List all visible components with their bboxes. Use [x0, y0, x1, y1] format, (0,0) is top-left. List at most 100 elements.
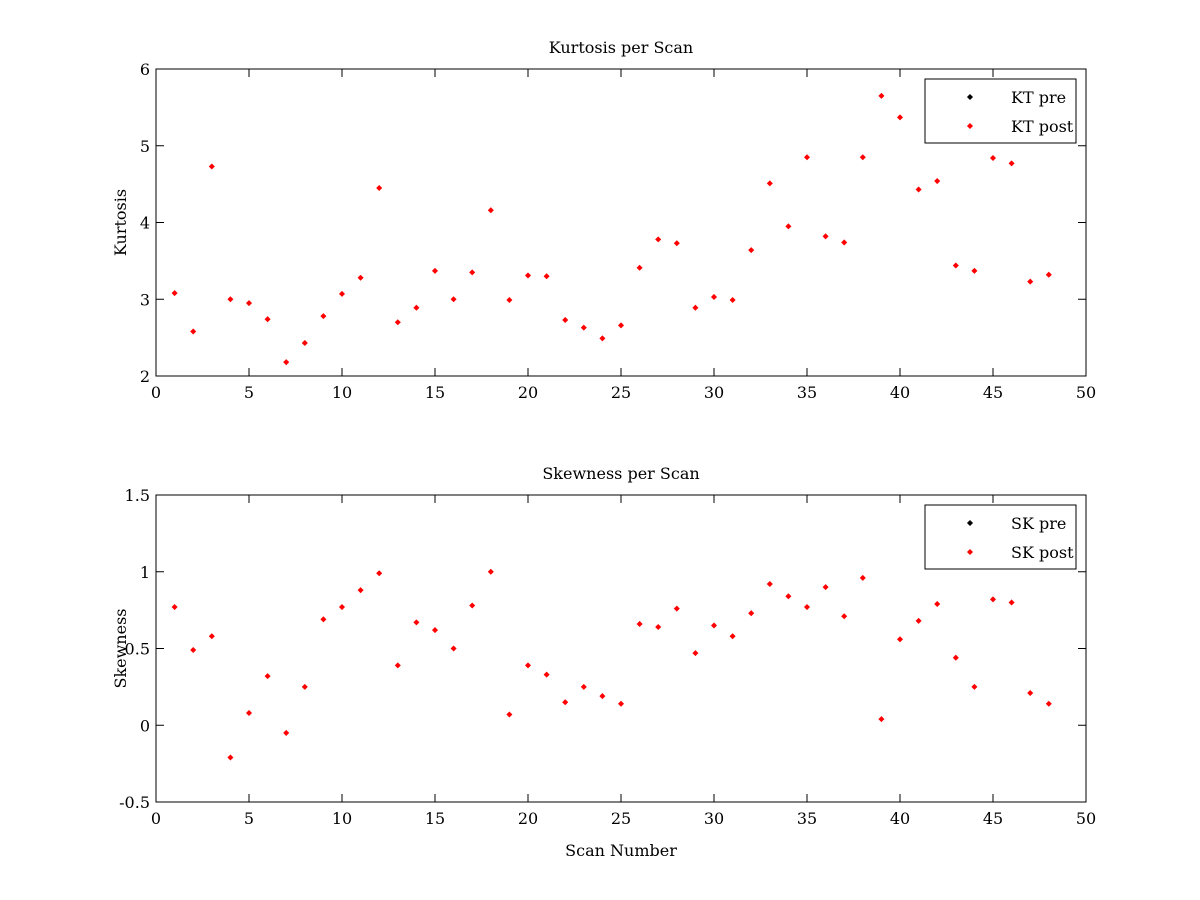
chart-2-data-point: [208, 633, 215, 640]
chart-2-x-tick-label: 0: [151, 809, 161, 828]
chart-2-y-tick-label: 0: [140, 716, 150, 735]
chart-1-x-tick-label: 35: [797, 383, 817, 402]
chart-2-data-point: [636, 620, 643, 627]
chart-1-data-point: [487, 207, 494, 214]
chart-1-data-point: [357, 274, 364, 281]
chart-2-data-point: [171, 604, 178, 611]
chart-1-x-tick-label: 50: [1076, 383, 1096, 402]
chart-2-data-point: [878, 716, 885, 723]
chart-1-data-point: [934, 178, 941, 185]
chart-2-data-point: [673, 605, 680, 612]
chart-1-data-point: [431, 267, 439, 274]
chart-1-legend-label: KT pre: [1011, 88, 1066, 107]
chart-1-data-point: [878, 92, 885, 99]
chart-1-data-point: [376, 184, 383, 191]
chart-1-data-point: [1045, 271, 1052, 278]
chart-1-x-tick-label: 15: [425, 383, 445, 402]
chart-1-data-point: [524, 272, 532, 279]
chart-1-x-tick-label: 40: [890, 383, 910, 402]
chart-1-x-tick-label: 25: [611, 383, 631, 402]
chart-2-x-tick-label: 10: [332, 809, 352, 828]
chart-2-x-tick-label: 40: [890, 809, 910, 828]
chart-2-data-point: [469, 602, 476, 609]
chart-1-data-point: [450, 296, 457, 303]
chart-1-data-point: [562, 316, 569, 323]
chart-1-data-point: [171, 290, 178, 297]
chart-1-legend: KT pre KT post: [924, 78, 1077, 144]
chart-1-data-point: [710, 293, 718, 300]
chart-1-data-point: [841, 239, 848, 246]
chart-1-data-point: [227, 296, 234, 303]
chart-1-legend-marker: [966, 93, 974, 101]
chart-1-data-point: [394, 319, 401, 326]
chart-2-data-point: [283, 729, 290, 736]
chart-2-legend-marker: [966, 548, 974, 556]
chart-2-legend-label: SK pre: [1011, 514, 1066, 533]
chart-1-x-tick-label: 10: [332, 383, 352, 402]
chart-1-data-point: [673, 240, 680, 247]
chart-1-data-point: [245, 300, 253, 307]
chart-2-data-point: [431, 627, 439, 634]
chart-2-data-point: [1008, 599, 1015, 606]
chart-2-data-point: [227, 754, 234, 761]
chart-1-data-point: [692, 304, 699, 311]
chart-1-data-point: [748, 247, 755, 254]
chart-1-data-point: [785, 223, 792, 230]
chart-1-y-axis-label: Kurtosis: [111, 189, 130, 256]
chart-2-data-point: [264, 673, 271, 680]
chart-1-data-point: [971, 267, 978, 274]
chart-2-data-point: [841, 613, 848, 620]
chart-2-y-tick-label: -0.5: [119, 793, 150, 812]
chart-2-y-tick-label: 1.5: [125, 486, 150, 505]
chart-2-x-tick-label: 35: [797, 809, 817, 828]
chart-1-data-point: [766, 180, 773, 187]
chart-2-data-point: [450, 645, 457, 652]
chart-1-data-point: [190, 328, 197, 335]
chart-1-data-point: [636, 264, 643, 271]
chart-1-data-point: [338, 290, 346, 297]
chart-2-legend-marker: [966, 519, 974, 527]
chart-1-data-point: [617, 322, 625, 329]
chart-2-x-axis-label: Scan Number: [565, 841, 677, 860]
chart-1-x-tick-label: 5: [244, 383, 254, 402]
chart-1-data-point: [469, 269, 476, 276]
chart-1-legend-box: [924, 78, 1077, 144]
chart-1-data-point: [989, 155, 997, 162]
chart-1-data-point: [413, 304, 420, 311]
chart-1-data-point: [301, 339, 308, 347]
chart-2-series-2: [171, 568, 1052, 761]
chart-1-data-point: [655, 236, 662, 243]
chart-1-title: Kurtosis per Scan: [549, 38, 693, 57]
chart-1-x-tick-label: 0: [151, 383, 161, 402]
chart-2-data-point: [413, 619, 420, 626]
chart-1-y-tick-label: 5: [140, 137, 150, 156]
chart-2-data-point: [394, 662, 401, 669]
chart-2-data-point: [617, 700, 625, 707]
chart-2-data-point: [580, 683, 587, 690]
chart-2-legend: SK pre SK post: [924, 504, 1077, 570]
chart-2-legend-label: SK post: [1011, 543, 1074, 562]
chart-1-legend-label: KT post: [1011, 117, 1074, 136]
chart-1-data-point: [822, 233, 829, 240]
chart-2-data-point: [692, 650, 699, 657]
chart-2-data-point: [506, 711, 513, 718]
chart-1-data-point: [506, 296, 513, 304]
chart-1-data-point: [599, 335, 606, 342]
chart-2-data-point: [822, 584, 829, 591]
chart-1-data-point: [208, 163, 215, 170]
chart-1-legend-marker: [966, 122, 974, 130]
chart-2-legend-box: [924, 504, 1077, 570]
chart-2-data-point: [599, 693, 606, 700]
chart-1-data-point: [1027, 278, 1034, 285]
chart-2-data-point: [785, 593, 792, 600]
chart-2-data-point: [301, 683, 308, 690]
chart-2-data-point: [915, 617, 922, 624]
chart-2-data-point: [952, 654, 959, 661]
chart-1-data-point: [952, 262, 959, 269]
chart-2-x-tick-label: 45: [983, 809, 1003, 828]
chart-2-data-point: [320, 616, 327, 623]
chart-1-data-point: [915, 186, 922, 193]
chart-1-x-tick-label: 30: [704, 383, 724, 402]
chart-1-y-tick-label: 3: [140, 290, 150, 309]
